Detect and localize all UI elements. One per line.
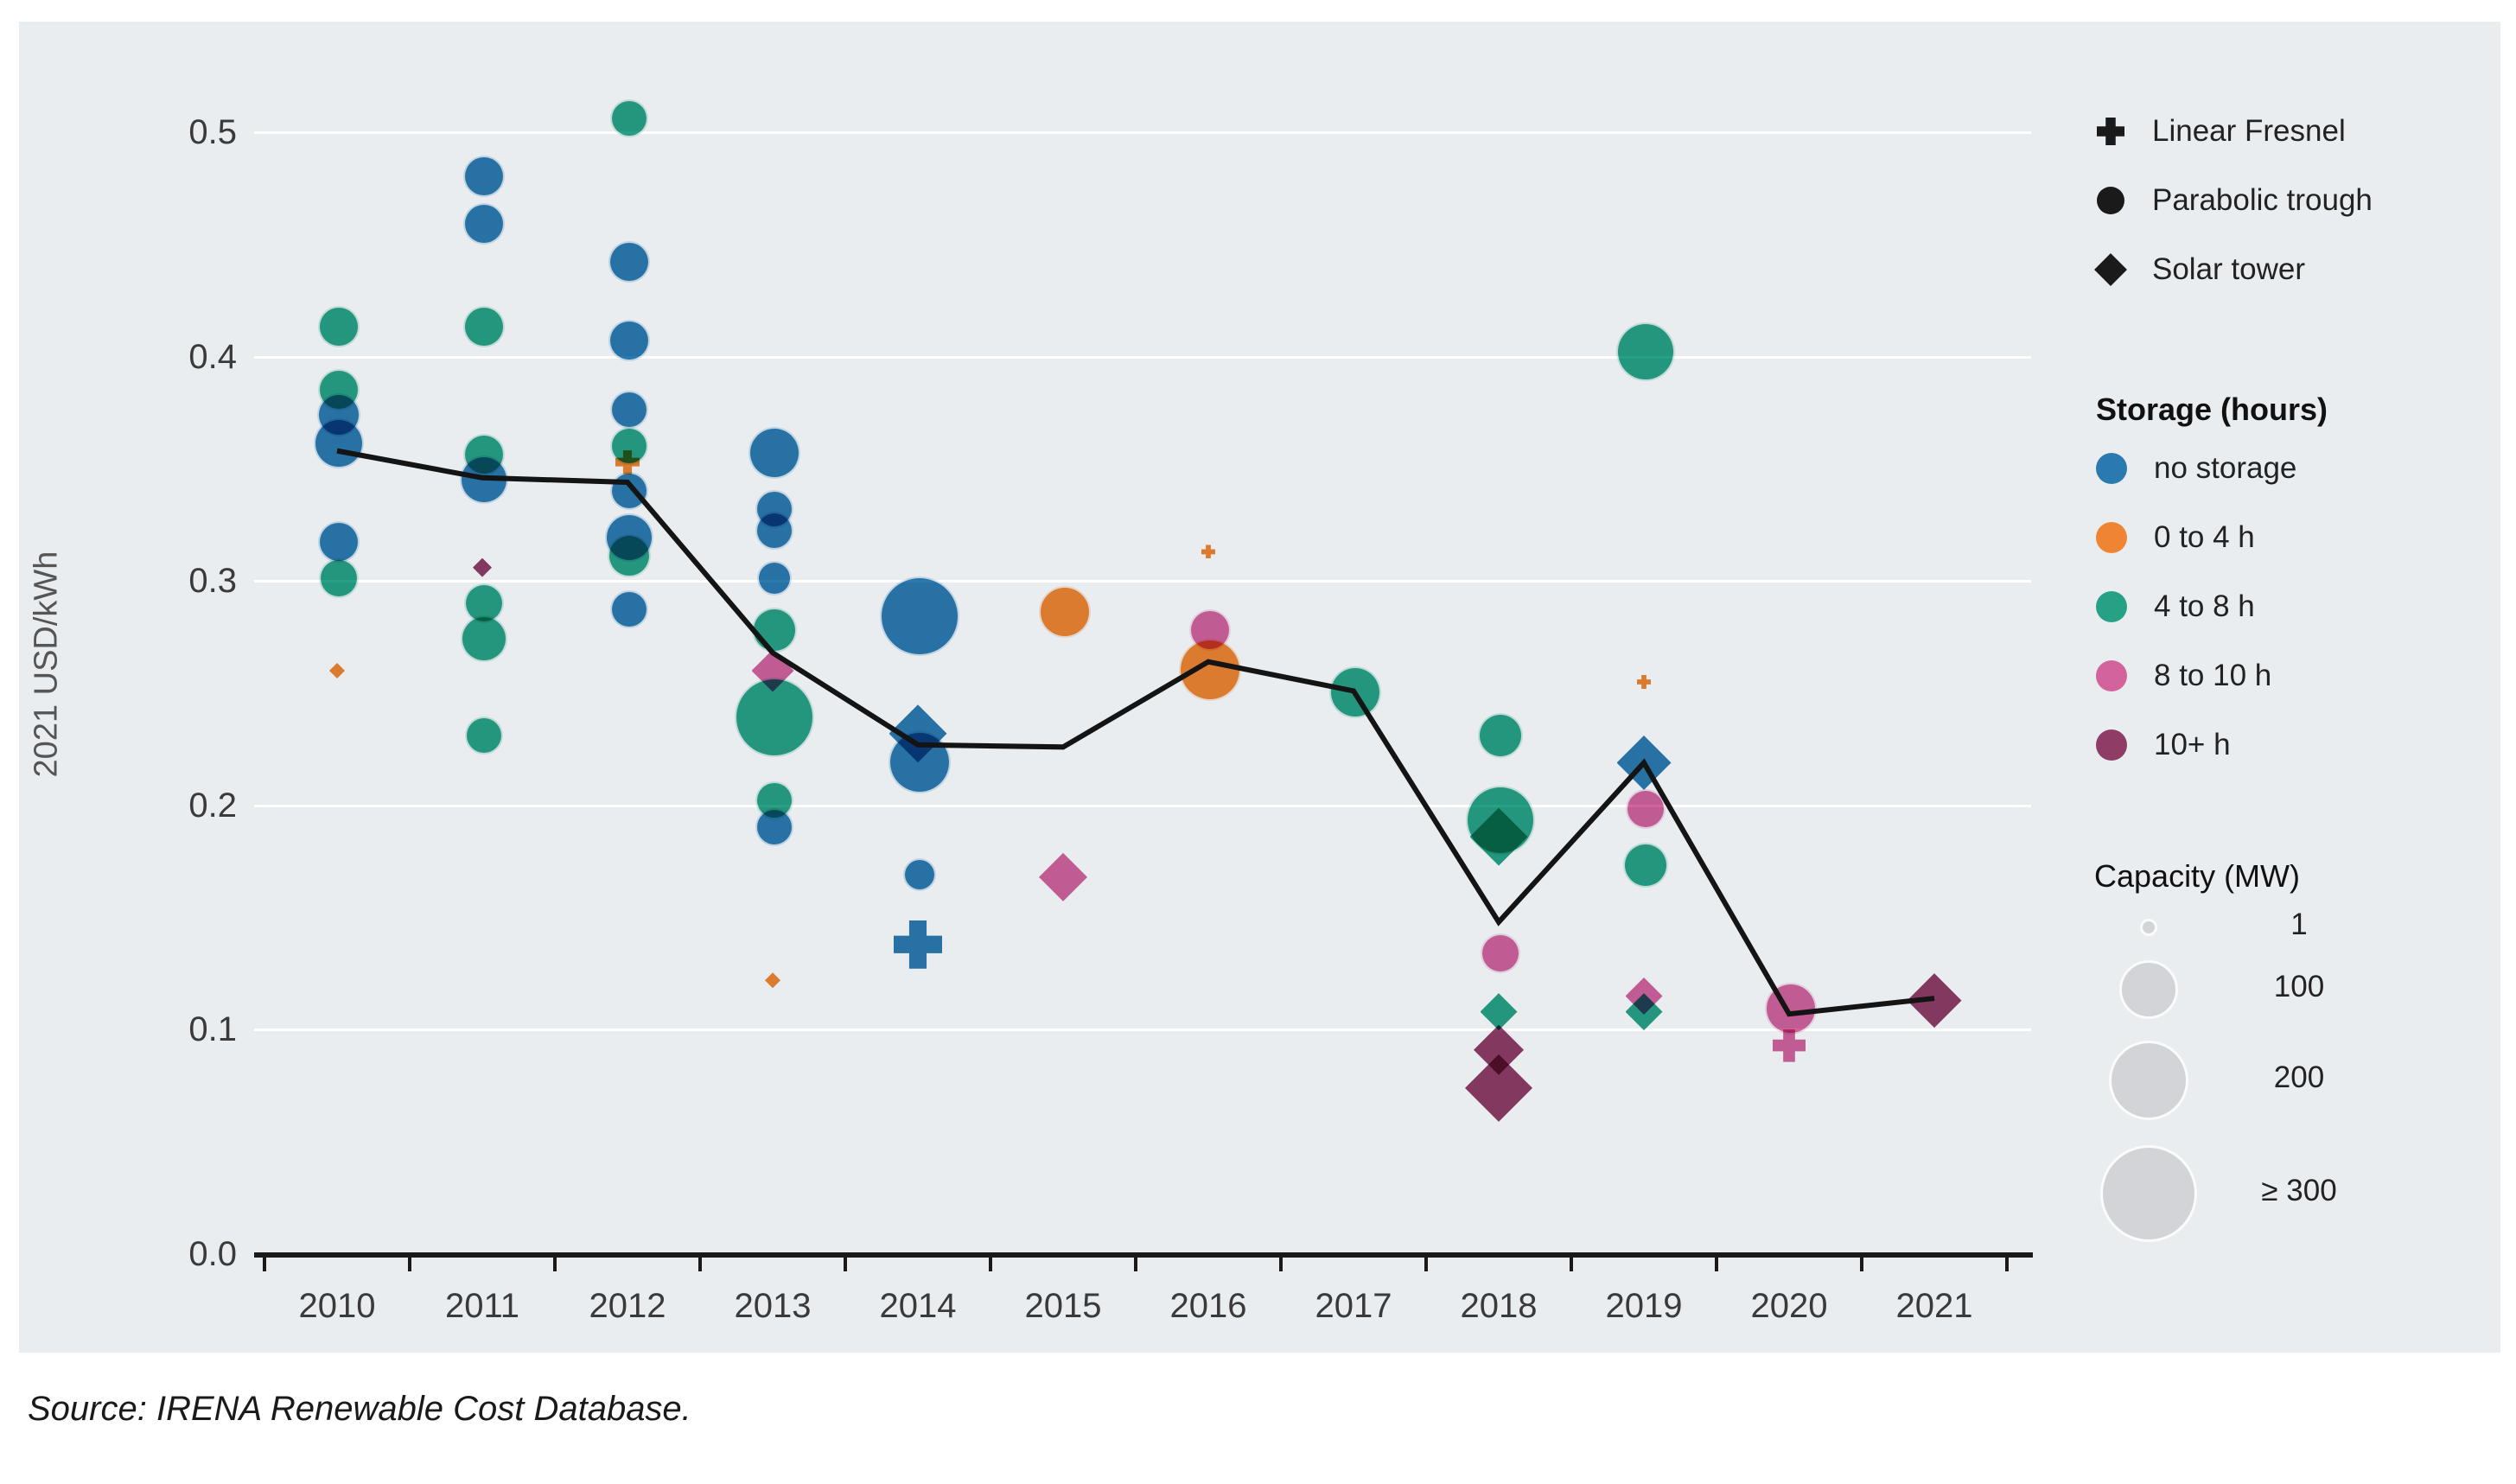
x-axis-line [254, 1252, 2033, 1258]
legend-capacity-label: ≥ 300 [2261, 1174, 2337, 1207]
gridline [254, 580, 2031, 583]
data-point-trough-2019 [1623, 843, 1668, 888]
y-tick-label: 0.2 [188, 786, 237, 825]
trend-line [336, 448, 1935, 1017]
x-tick-label: 2017 [1315, 1287, 1392, 1325]
data-point-trough-2011 [463, 306, 505, 348]
x-tick-label: 2011 [444, 1287, 519, 1325]
trend-polyline [336, 448, 1935, 1017]
x-tick-label: 2019 [1605, 1287, 1683, 1325]
x-tick-label: 2015 [1024, 1287, 1102, 1325]
x-tick-mark [553, 1258, 557, 1271]
x-tick-mark [263, 1258, 266, 1271]
x-tick-mark [1860, 1258, 1863, 1271]
x-tick-mark [1134, 1258, 1137, 1271]
gridline [254, 804, 2031, 807]
x-tick-mark [1570, 1258, 1573, 1271]
y-tick-label: 0.1 [188, 1010, 237, 1049]
x-tick-label: 2018 [1460, 1287, 1538, 1325]
data-point-trough-2018 [1481, 933, 1520, 973]
storage-color-swatch [2096, 591, 2127, 622]
data-point-trough-2011 [464, 583, 504, 623]
storage-color-swatch [2096, 660, 2127, 691]
source-note: Source: IRENA Renewable Cost Database. [28, 1390, 691, 1428]
chart-panel: 2021 USD/kWh 0.0 0.1 0.2 0.3 0.4 0.5 2010 2011… [19, 22, 2500, 1353]
data-point-trough-2013 [757, 561, 792, 596]
x-tick-mark [408, 1258, 411, 1271]
legend-storage-label: no storage [2154, 451, 2297, 485]
x-tick-label: 2012 [589, 1287, 666, 1325]
gridline [254, 1029, 2031, 1032]
x-tick-label: 2016 [1169, 1287, 1247, 1325]
data-point-tower-2010 [329, 663, 345, 679]
gridline [254, 355, 2031, 359]
x-tick-label: 2020 [1750, 1287, 1828, 1325]
x-tick-label: 2021 [1895, 1287, 1973, 1325]
capacity-size-circle [2140, 919, 2157, 936]
legend-capacity-label: 200 [2273, 1060, 2325, 1094]
data-point-trough-2012 [610, 99, 648, 137]
capacity-size-circle [2100, 1145, 2197, 1242]
data-point-trough-2011 [465, 716, 503, 755]
data-point-trough-2018 [1478, 712, 1523, 758]
data-point-trough-2012 [610, 590, 648, 629]
data-point-trough-2014 [880, 576, 959, 657]
data-point-trough-2011 [463, 202, 505, 245]
legend-capacity-title: Capacity (MW) [2094, 858, 2301, 894]
data-point-trough-2013 [755, 808, 793, 847]
legend-storage-label: 4 to 8 h [2154, 589, 2255, 623]
legend-tech-label: Parabolic trough [2152, 183, 2373, 217]
x-tick-mark [1424, 1258, 1428, 1271]
legend-capacity-label: 100 [2273, 970, 2325, 1003]
data-point-trough-2014 [903, 857, 936, 891]
legend-storage-label: 8 to 10 h [2154, 659, 2272, 692]
storage-color-swatch [2096, 453, 2127, 484]
x-tick-label: 2010 [298, 1287, 376, 1325]
gridline [254, 131, 2031, 134]
capacity-size-circle [2109, 1041, 2188, 1120]
x-tick-label: 2014 [879, 1287, 957, 1325]
data-point-trough-2010 [319, 558, 359, 598]
x-tick-mark [1715, 1258, 1718, 1271]
data-point-trough-2019 [1626, 789, 1666, 830]
data-point-trough-2010 [318, 368, 360, 411]
data-point-trough-2012 [608, 534, 651, 578]
legend-storage-label: 0 to 4 h [2154, 520, 2255, 554]
y-tick-label: 0.5 [188, 113, 237, 151]
y-tick-label: 0.0 [188, 1235, 237, 1273]
data-point-trough-2015 [1039, 585, 1091, 638]
data-point-trough-2010 [318, 306, 360, 348]
legend-storage-title: Storage (hours) [2096, 392, 2328, 427]
data-point-trough-2013 [755, 512, 793, 551]
circle-legend-icon [2097, 187, 2124, 214]
y-tick-label: 0.4 [188, 337, 237, 376]
y-tick-label: 0.3 [188, 562, 237, 601]
data-point-trough-2016 [1189, 608, 1231, 651]
legend-capacity-label: 1 [2290, 908, 2308, 941]
legend-tech-label: Linear Fresnel [2152, 114, 2346, 148]
x-tick-mark [989, 1258, 992, 1271]
data-point-trough-2011 [463, 434, 505, 476]
data-point-trough-2012 [610, 471, 648, 510]
data-point-trough-2012 [608, 319, 650, 361]
x-tick-mark [1279, 1258, 1283, 1271]
legend-tech-label: Solar tower [2152, 252, 2306, 286]
data-point-trough-2011 [463, 156, 505, 198]
storage-color-swatch [2096, 729, 2127, 761]
x-tick-mark [844, 1258, 847, 1271]
capacity-size-circle [2119, 960, 2178, 1019]
data-point-tower-2013 [765, 972, 780, 989]
data-point-tower-2011 [473, 557, 492, 577]
legend-storage-label: 10+ h [2154, 728, 2231, 761]
data-point-trough-2012 [608, 240, 650, 283]
data-point-trough-2019 [1616, 322, 1675, 381]
data-point-trough-2013 [748, 426, 800, 479]
storage-color-swatch [2096, 522, 2127, 553]
x-tick-mark [698, 1258, 702, 1271]
x-tick-label: 2013 [734, 1287, 812, 1325]
x-tick-mark [2005, 1258, 2009, 1271]
